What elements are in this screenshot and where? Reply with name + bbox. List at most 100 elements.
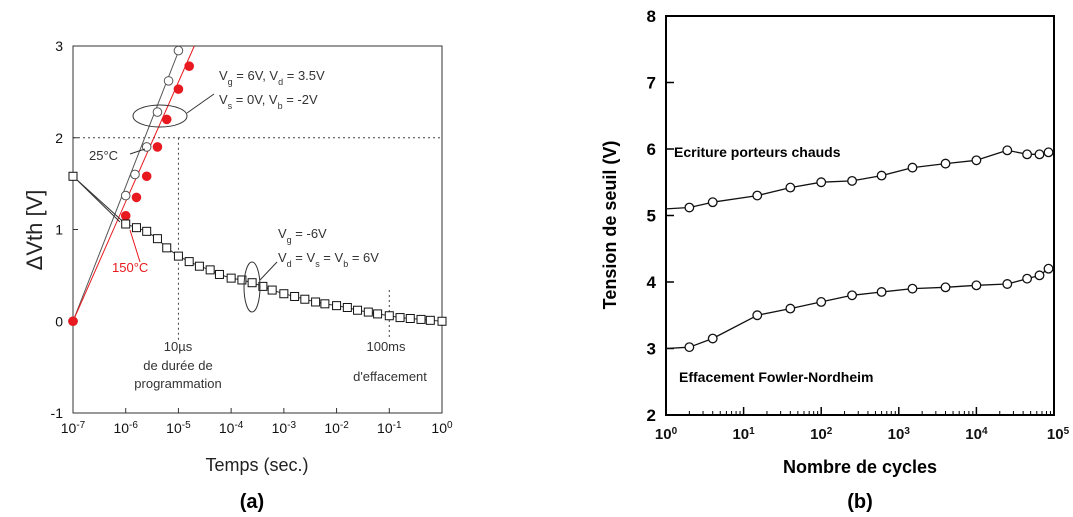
data-point [300,294,310,304]
data-point [752,310,763,321]
data-point [152,107,163,117]
data-point [684,342,695,353]
prog-condition-2: Vs = 0V, Vb = -2V [219,92,318,111]
data-point [876,170,887,181]
erase-leader [259,261,278,281]
prog-ellipse [132,104,188,128]
data-point [184,61,194,71]
data-point [161,114,172,125]
data-point [907,162,918,173]
data-point [395,313,405,323]
data-point [816,177,827,188]
data-point [1034,270,1045,281]
data-point [847,290,858,301]
data-point [311,297,321,307]
data-point [68,171,78,181]
reference-lines [73,137,442,340]
axis-ticks: 100 101 102 103 104 105 2 3 4 5 6 7 8 [647,7,1070,443]
data-point [940,282,951,293]
data-point [247,278,257,288]
data-point [1043,263,1054,274]
panel-label-b: (b) [847,491,873,513]
y-axis-label-b: Tension de seuil (V) [600,141,620,310]
data-point [173,251,183,261]
axis-ticks: 10-7 10-6 10-5 10-4 10-3 10-2 10-1 100 -1 0 1 2 3 [51,38,453,436]
data-point [876,287,887,297]
x-tick-label: 10-4 [219,420,244,437]
y-tick-label: 5 [647,207,656,226]
data-point [425,315,435,325]
data-point [332,301,342,311]
data-point [1002,279,1013,289]
data-point [320,299,330,309]
plot-frame-b [665,15,1055,416]
data-point [785,303,796,314]
erase-condition-1: Vg = -6V [278,226,327,245]
data-point [1022,149,1033,160]
data-point [214,269,224,279]
data-marks [684,145,1054,353]
x-axis-label-a: Temps (sec.) [205,455,308,475]
data-point [173,45,184,56]
data-point [163,76,174,86]
erase-ellipse [243,261,261,313]
x-tick-label: 103 [888,426,911,444]
x-tick-label: 10-5 [166,420,191,437]
series-curves [665,149,1049,350]
x-tick-label: 10-3 [272,420,297,437]
data-point [384,311,394,321]
data-point [971,155,982,166]
time-100ms: 100ms [366,339,406,354]
series-line [665,268,1049,350]
y-tick-label: 1 [55,222,63,238]
y-axis-label-a: ΔVth [V] [22,190,47,271]
data-point [752,190,763,201]
time-10us: 10µs [164,339,193,354]
prog-leader [186,93,215,114]
label-150c: 150°C [112,260,148,275]
data-point [131,192,142,203]
panel-b: 100 101 102 103 104 105 2 3 4 5 6 7 8 Ecriture porte… [600,7,1070,513]
data-point [279,289,289,299]
data-point [226,273,236,283]
data-point [68,316,78,327]
data-point [847,175,858,186]
y-tick-label: 3 [647,340,656,359]
data-point [353,305,363,315]
data-point [437,316,447,326]
label-25c: 25°C [89,148,118,163]
data-point [940,158,951,169]
data-point [152,234,162,244]
series-label-writing: Ecriture porteurs chauds [674,144,841,160]
data-point [1002,145,1013,156]
x-tick-label: 105 [1047,426,1070,444]
erase-condition-2: Vd = Vs = Vb = 6V [278,250,379,269]
panel-label-a: (a) [240,491,264,513]
x-tick-label: 10-2 [324,420,349,437]
data-point [130,169,140,180]
data-point [1022,273,1033,284]
data-marks [68,45,447,327]
y-tick-label: 2 [647,406,656,425]
data-point [1043,147,1054,158]
data-point [971,280,982,291]
data-point [373,309,383,319]
data-point [1034,149,1045,160]
data-point [907,283,918,294]
fit-line [72,45,182,322]
erase-desc: d'effacement [353,369,427,384]
data-point [162,243,172,253]
y-tick-label: 2 [55,130,63,146]
x-tick-label: 100 [431,420,453,437]
x-tick-label: 100 [655,426,678,444]
fit-line [72,45,195,322]
y-tick-label: 7 [647,74,656,93]
data-point [141,171,152,182]
data-point [237,275,247,285]
data-point [205,265,215,275]
x-tick-label: 10-7 [61,420,86,437]
data-point [707,333,718,344]
data-point [342,302,352,312]
data-point [405,313,415,323]
